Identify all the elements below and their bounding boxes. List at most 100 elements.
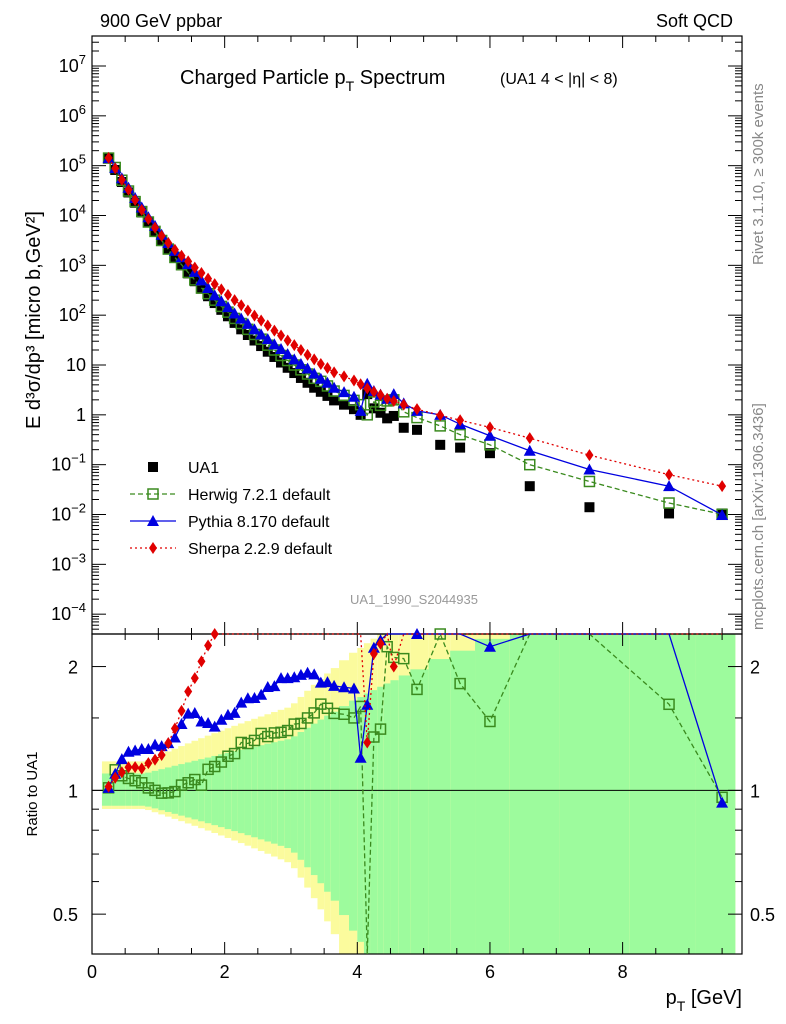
inner-band [390, 680, 399, 954]
inner-band [297, 731, 305, 860]
inner-band [138, 773, 146, 806]
ratio-point-pythia [483, 640, 496, 652]
point-data [249, 335, 260, 346]
inner-band [145, 772, 152, 807]
ratio-point-sherpa [117, 766, 126, 779]
point-data [269, 351, 280, 362]
ratio-point-pythia [208, 720, 221, 732]
inner-band [118, 773, 126, 806]
inner-band [111, 773, 119, 806]
ratio-point-herwig [308, 707, 320, 719]
inner-band [377, 686, 384, 954]
title-sub: T [346, 78, 355, 94]
point-sherpa [665, 468, 674, 481]
ratio-point-pythia [321, 676, 334, 688]
point-sherpa [349, 374, 358, 387]
point-pythia [281, 348, 294, 360]
inner-band [428, 659, 451, 954]
inner-band [158, 769, 165, 811]
ratio-point-sherpa [170, 722, 179, 735]
ratio-point-pythia [268, 680, 281, 692]
point-sherpa [111, 162, 120, 175]
point-herwig [434, 420, 446, 432]
inner-band [317, 719, 325, 884]
point-sherpa [296, 344, 305, 357]
inner-band [237, 749, 245, 834]
point-pythia [208, 289, 221, 301]
point-pythia [301, 362, 314, 374]
inner-band [363, 693, 371, 954]
ratio-point-sherpa [131, 761, 140, 774]
legend-item-pythia: Pythia 8.170 default [130, 514, 330, 531]
ratio-point-herwig [175, 779, 188, 791]
legend-marker-herwig [147, 488, 159, 500]
header-left: 900 GeV ppbar [100, 11, 222, 31]
x-axis-label-main: p [666, 987, 677, 1009]
legend-item-data: UA1 [148, 460, 219, 477]
ratio-point-pythia [228, 706, 241, 718]
point-sherpa [190, 261, 199, 274]
inner-band [339, 706, 350, 916]
point-data [289, 368, 300, 379]
inner-band [290, 736, 298, 853]
ratio-point-herwig [195, 779, 208, 791]
series-sherpa [104, 151, 727, 793]
legend-marker-pythia [147, 515, 159, 526]
point-sherpa [157, 229, 166, 242]
point-sherpa [363, 382, 372, 395]
point-pythia [523, 444, 536, 456]
ratio-point-pythia [255, 688, 268, 700]
point-sherpa [257, 314, 266, 327]
ratio-point-pythia [328, 679, 341, 691]
point-data [203, 291, 214, 302]
point-pythia [338, 386, 351, 398]
series-line-sherpa [108, 157, 723, 487]
x-tick-label: 4 [352, 962, 362, 982]
point-sherpa [330, 366, 339, 379]
point-data [302, 377, 313, 388]
point-sherpa [243, 304, 252, 317]
ratio-point-pythia [308, 668, 321, 680]
legend-item-herwig: Herwig 7.2.1 default [130, 487, 331, 504]
inner-band [450, 650, 476, 954]
ratio-point-pythia [175, 717, 188, 729]
point-pythia [248, 323, 261, 335]
point-sherpa [131, 193, 140, 206]
legend-marker-sherpa [149, 542, 157, 554]
point-sherpa [399, 398, 408, 411]
point-sherpa [263, 319, 272, 332]
y-tick-label: 102 [59, 301, 86, 325]
ratio-point-herwig [182, 777, 194, 789]
point-data [309, 382, 320, 393]
point-herwig [583, 475, 596, 488]
point-pythia [716, 508, 729, 520]
x-tick-label: 0 [87, 962, 97, 982]
ratio-point-herwig [149, 784, 161, 797]
point-sherpa [485, 421, 494, 434]
point-sherpa [718, 480, 727, 493]
ratio-point-sherpa [124, 761, 133, 774]
point-pythia [202, 282, 215, 294]
ratio-point-sherpa [204, 639, 213, 652]
legend-label-pythia: Pythia 8.170 default [188, 514, 330, 531]
ratio-point-pythia [716, 796, 729, 808]
cut-bar: | [568, 71, 572, 88]
point-pythia [255, 328, 268, 340]
ratio-point-pythia [301, 666, 314, 678]
cut-eta: η [572, 71, 581, 88]
point-data [329, 395, 340, 406]
point-sherpa [389, 394, 398, 407]
y-tick-label: 10−4 [51, 600, 86, 624]
ratio-point-pythia [338, 681, 351, 693]
inner-band [284, 739, 291, 849]
ratio-point-pythia [248, 691, 261, 703]
point-pythia [308, 367, 321, 379]
y-tick-label: 107 [59, 52, 86, 76]
ratio-point-sherpa [363, 736, 372, 749]
point-sherpa [323, 362, 332, 375]
ratio-point-herwig [315, 698, 327, 710]
inner-band [695, 634, 736, 954]
y-tick-label: 106 [59, 102, 86, 126]
point-sherpa [369, 385, 378, 398]
